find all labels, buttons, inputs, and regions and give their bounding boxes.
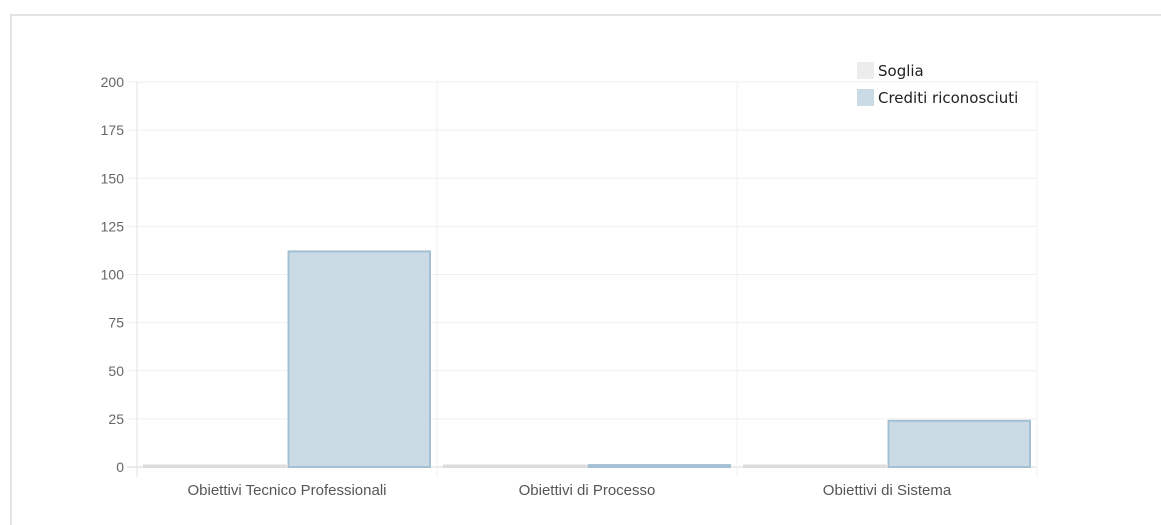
y-tick-label-50: 50 (108, 363, 124, 379)
x-tick-label-obiettivi-tecnico-professionali: Obiettivi Tecnico Professionali (188, 482, 387, 499)
y-tick-label-125: 125 (101, 218, 125, 234)
y-tick-label-25: 25 (108, 411, 124, 427)
legend: Soglia Crediti riconosciuti (857, 62, 1018, 107)
bar-crediti-riconosciuti-obiettivi-di-processo[interactable] (587, 464, 731, 469)
y-axis-ticks: 0 25 50 75 100 125 150 175 200 (101, 74, 125, 475)
bar-crediti-riconosciuti-obiettivi-di-sistema[interactable] (887, 419, 1031, 468)
x-tick-label-obiettivi-di-processo: Obiettivi di Processo (519, 482, 656, 499)
y-tick-label-0: 0 (116, 459, 124, 475)
grid-lines (127, 81, 1038, 477)
bar-soglia-obiettivi-tecnico-professionali[interactable] (143, 464, 287, 468)
legend-swatch-crediti-riconosciuti[interactable] (857, 89, 874, 106)
y-tick-label-200: 200 (101, 74, 125, 90)
y-tick-label-100: 100 (101, 267, 125, 283)
y-tick-label-150: 150 (101, 170, 125, 186)
y-tick-label-175: 175 (101, 122, 125, 138)
x-tick-label-obiettivi-di-sistema: Obiettivi di Sistema (823, 482, 952, 499)
legend-swatch-soglia[interactable] (857, 62, 874, 79)
bar-crediti-riconosciuti-obiettivi-tecnico-professionali[interactable] (287, 250, 431, 468)
y-tick-label-75: 75 (108, 315, 124, 331)
legend-label-soglia[interactable]: Soglia (878, 62, 924, 80)
bar-soglia-obiettivi-di-sistema[interactable] (743, 464, 887, 468)
x-axis-ticks: Obiettivi Tecnico Professionali Obiettivi… (188, 482, 952, 499)
bar-soglia-obiettivi-di-processo[interactable] (443, 464, 587, 468)
bars (143, 250, 1031, 469)
legend-label-crediti-riconosciuti[interactable]: Crediti riconosciuti (878, 89, 1018, 107)
